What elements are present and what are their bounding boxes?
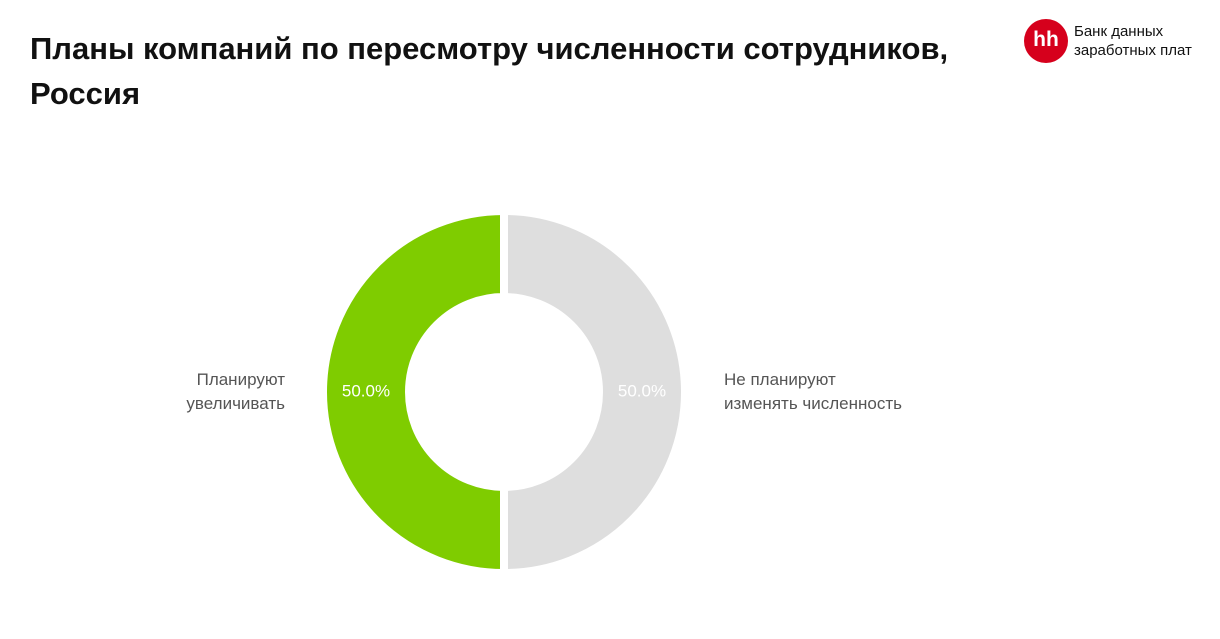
category-label: Не планируют изменять численность — [724, 370, 902, 413]
value-label: 50.0% — [342, 381, 390, 400]
donut-slice — [500, 206, 689, 578]
value-label: 50.0% — [618, 381, 666, 400]
logo-text[interactable]: Банк данных заработных плат — [1074, 23, 1192, 59]
category-label: Планируют увеличивать — [186, 370, 285, 413]
chart-title: Планы компаний по пересмотру численности… — [30, 31, 949, 111]
donut-slice — [319, 206, 508, 578]
logo-mark[interactable]: hh — [1024, 19, 1068, 63]
